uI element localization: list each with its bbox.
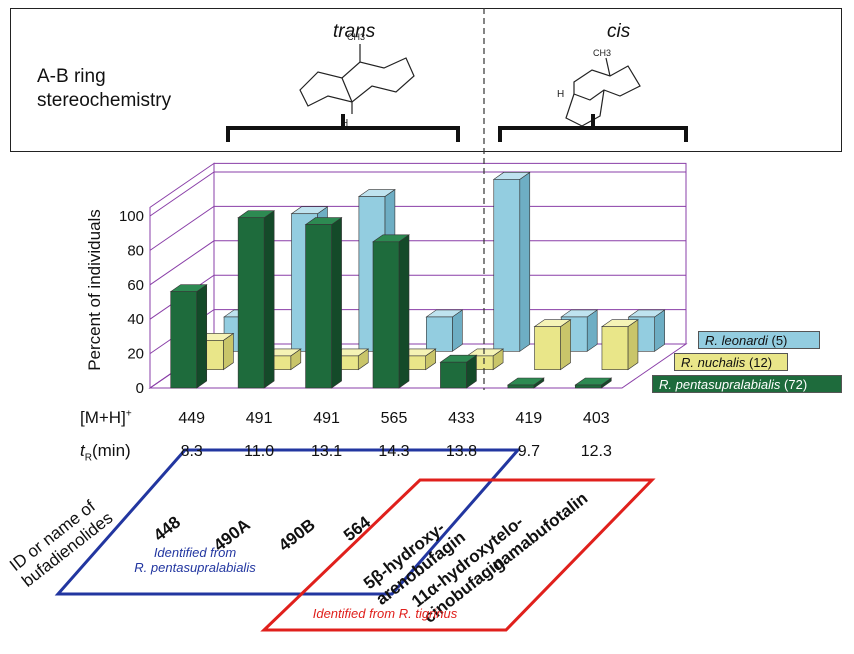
y-tick-label: 40: [127, 311, 144, 328]
bar-side: [627, 319, 639, 371]
header-title: A-B ring stereochemistry: [37, 65, 171, 113]
cis-methyl-label: CH3: [593, 48, 611, 58]
tr-row-label: tR(min): [80, 441, 131, 463]
identified-blue-line2: R. pentasupralabialis: [134, 560, 256, 575]
mh-value: 433: [448, 410, 475, 427]
bar-front: [507, 384, 535, 389]
bar-front: [534, 326, 561, 370]
bar-front: [237, 217, 265, 389]
identified-blue-label: Identified from R. pentasupralabialis: [120, 545, 270, 575]
bar-r--pentasupralabialis-4: [439, 354, 478, 389]
tr-value: 9.7: [517, 443, 540, 460]
tr-label-t: t: [80, 441, 85, 460]
tr-value: 12.3: [580, 443, 612, 460]
legend-nuchalis-name: R. nuchalis: [681, 355, 746, 370]
tr-value: 14.3: [378, 443, 410, 460]
legend-leonardi: R. leonardi (5): [698, 331, 820, 349]
legend-leonardi-name: R. leonardi: [705, 333, 768, 348]
chart-bars: [169, 171, 666, 389]
bar-r--pentasupralabialis-0: [169, 284, 208, 389]
identified-blue-line1: Identified from: [153, 545, 237, 560]
bar-front: [305, 224, 332, 389]
mh-value: 491: [313, 410, 340, 427]
cis-label: cis: [607, 21, 631, 42]
trans-bracket: [226, 114, 460, 142]
identified-red-label: Identified from R. tigrinus: [312, 606, 458, 621]
tr-value: 8.3: [180, 443, 203, 460]
bar-side: [331, 217, 342, 389]
gridline: [149, 171, 686, 217]
trans-label: trans: [333, 21, 376, 42]
legend-pentasupralabialis: R. pentasupralabialis (72): [652, 375, 842, 393]
cis-ring-structure: [565, 57, 641, 127]
bar-r--nuchalis-6: [601, 319, 639, 371]
trans-methyl-label: CH3: [347, 32, 365, 42]
mh-value: 565: [380, 410, 408, 427]
tr-label-rest: (min): [91, 441, 131, 460]
trans-ring-structure: [299, 44, 415, 114]
bar-side: [519, 171, 531, 352]
cis-h-label: H: [557, 89, 564, 100]
header-title-line2: stereochemistry: [37, 90, 172, 111]
mh-label-text: [M+H]: [80, 408, 126, 427]
gridline: [149, 205, 686, 251]
y-axis-label: Percent of individuals: [85, 209, 104, 371]
bar-r--pentasupralabialis-6: [574, 377, 613, 389]
bar-front: [493, 179, 521, 352]
bar-side: [398, 234, 410, 389]
bar-r--pentasupralabialis-2: [304, 217, 343, 389]
y-tick-label: 100: [119, 208, 144, 225]
tr-label-sub: R: [84, 452, 92, 464]
y-tick-label: 20: [127, 346, 144, 363]
bar-side: [263, 210, 275, 389]
bar-front: [601, 326, 629, 370]
tr-value: 11.0: [244, 443, 275, 460]
bar-side: [560, 319, 571, 371]
bar-r--pentasupralabialis-1: [237, 210, 276, 389]
y-tick-label: 80: [127, 242, 144, 259]
mh-value: 403: [582, 410, 610, 427]
bar-r--nuchalis-5: [533, 319, 572, 371]
y-tick-label: 0: [136, 380, 144, 397]
legend-pentasupralabialis-name: R. pentasupralabialis: [659, 377, 781, 392]
tr-value: 13.1: [310, 443, 343, 460]
blue-identified-region: [54, 448, 522, 596]
bar-r--leonardi-4: [492, 171, 531, 352]
bar-r--leonardi-3: [425, 309, 464, 352]
stereochemistry-header-box: A-B ring stereochemistry trans cis: [10, 8, 842, 152]
bar-front: [372, 241, 400, 389]
legend-pentasupralabialis-count: (72): [784, 377, 808, 392]
legend-leonardi-count: (5): [771, 333, 788, 348]
bar-side: [196, 284, 208, 389]
mh-value: 449: [178, 410, 206, 427]
mh-value: 491: [245, 410, 273, 427]
bar-front: [426, 316, 453, 352]
legend-nuchalis-count: (12): [748, 355, 773, 370]
y-tick-label: 60: [127, 277, 144, 294]
tr-value: 13.8: [445, 443, 477, 460]
gridline: [149, 240, 686, 286]
legend-nuchalis: R. nuchalis (12): [674, 353, 788, 371]
mh-value: 419: [515, 410, 543, 427]
cis-bracket: [498, 114, 688, 142]
bar-front: [170, 291, 198, 389]
red-identified-region: [260, 478, 656, 632]
bar-front: [574, 384, 602, 389]
header-title-line1: A-B ring: [37, 66, 106, 87]
bar-r--pentasupralabialis-3: [372, 234, 410, 389]
y-axis-ticks: 0 20 40 60 80 100: [119, 208, 144, 397]
mh-label-sup: +: [125, 408, 132, 420]
mh-row-label: [M+H]+: [80, 408, 132, 428]
bar-front: [440, 361, 467, 389]
bar-r--pentasupralabialis-5: [506, 377, 545, 389]
